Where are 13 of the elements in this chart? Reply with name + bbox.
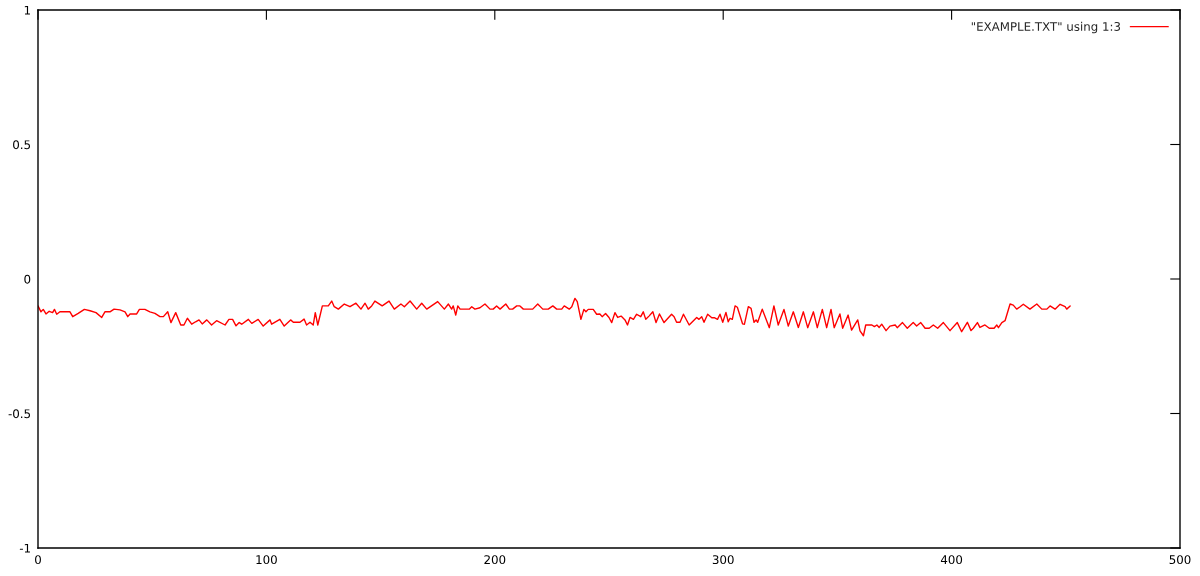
line-series xyxy=(38,297,1071,337)
x-tick-label: 400 xyxy=(940,555,963,565)
y-tick-label: 0.5 xyxy=(13,140,31,150)
x-tick-label: 300 xyxy=(712,555,734,565)
x-tick-label: 500 xyxy=(1169,555,1191,565)
y-tick-label: -1 xyxy=(19,543,30,553)
y-tick-label: 1 xyxy=(24,5,30,15)
x-tick-label: 100 xyxy=(256,555,277,565)
x-tick-label: 0 xyxy=(35,555,41,565)
y-tick-label: 0 xyxy=(24,274,31,284)
legend-label: "EXAMPLE.TXT" using 1:3 xyxy=(971,21,1121,34)
y-tick-label: -0.5 xyxy=(8,409,31,419)
x-tick-label: 200 xyxy=(484,555,506,565)
